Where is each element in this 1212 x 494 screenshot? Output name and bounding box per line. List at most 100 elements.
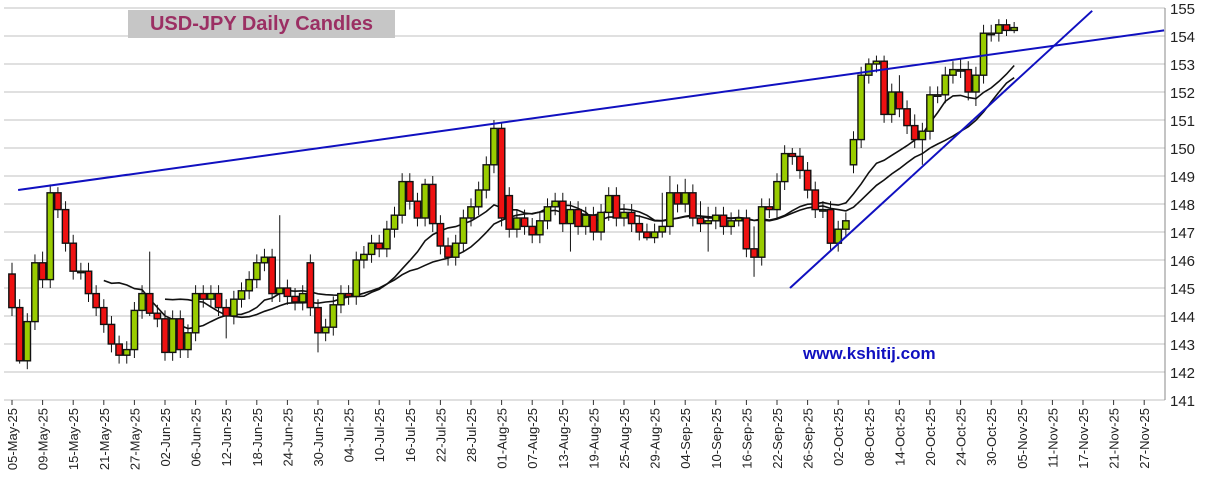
y-tick-label: 155: [1170, 1, 1195, 18]
trendline: [17, 29, 1165, 191]
x-tick-label: 01-Aug-25: [495, 408, 510, 469]
candle-body-down: [643, 231, 651, 239]
y-tick-label: 149: [1170, 169, 1195, 186]
x-tick-label: 04-Sep-25: [678, 408, 693, 469]
y-tick-label: 143: [1170, 337, 1195, 354]
candle-body-up: [321, 326, 330, 334]
x-tick-label: 25-Aug-25: [617, 408, 632, 469]
candle-body-down: [742, 217, 751, 250]
x-tick-label: 30-Jun-25: [311, 408, 326, 467]
candle-body-up: [191, 292, 200, 334]
candle-body-down: [880, 60, 889, 116]
y-tick-label: 141: [1170, 393, 1195, 410]
candle-body-down: [903, 108, 911, 127]
candle-body-down: [99, 306, 108, 326]
trendline: [789, 10, 1093, 289]
candle-body-up: [994, 24, 1003, 34]
candle-body-down: [222, 306, 231, 317]
candle-body-up: [467, 206, 475, 219]
y-axis: 141 142 143 144 145 146 147 148 149 150 151 152 153 1…: [1164, 1, 1195, 410]
x-axis: 05-May-25 09-May-25 15-May-25 21-May-25 27-M…: [5, 400, 1152, 470]
candle-body-up: [1010, 26, 1019, 32]
x-tick-label: 06-Jun-25: [189, 408, 204, 467]
x-tick-label: 12-Jun-25: [219, 408, 234, 467]
candle-body-up: [757, 206, 766, 258]
grid-lines: [4, 7, 1165, 401]
x-tick-label: 24-Jun-25: [280, 408, 295, 467]
candle-body-up: [849, 138, 858, 166]
candle-body-up: [949, 68, 957, 76]
candle-body-up: [597, 211, 605, 233]
candle-body-up: [972, 74, 980, 93]
y-tick-label: 152: [1170, 85, 1195, 102]
candle-body-down: [796, 155, 804, 172]
candle-body-up: [513, 217, 521, 230]
candle-body-down: [405, 180, 414, 202]
candle-body-down: [627, 211, 636, 225]
y-tick-label: 142: [1170, 365, 1195, 382]
candle-body-up: [122, 348, 131, 356]
candle-body-down: [54, 192, 62, 211]
candle-body-down: [436, 222, 445, 247]
candle-body-down: [788, 152, 797, 158]
candle-body-up: [490, 127, 498, 166]
x-tick-label: 09-May-25: [36, 408, 51, 470]
candle-body-down: [1002, 24, 1011, 32]
candle-body-up: [382, 228, 391, 250]
x-tick-label: 22-Jul-25: [433, 408, 448, 462]
candle-body-up: [398, 180, 407, 216]
candle-body-up: [987, 32, 996, 36]
x-tick-label: 24-Oct-25: [954, 408, 969, 466]
x-tick-label: 17-Nov-25: [1076, 408, 1091, 469]
candle-body-up: [566, 208, 575, 225]
candle-body-down: [719, 214, 728, 228]
candle-body-up: [857, 74, 866, 141]
candle-body-up: [604, 194, 613, 214]
candle-body-up: [252, 262, 261, 281]
candle-body-up: [864, 63, 873, 76]
candle-body-up: [681, 192, 690, 205]
x-tick-label: 02-Jun-25: [158, 408, 173, 467]
candle-body-up: [780, 152, 789, 183]
candle-body-down: [15, 306, 24, 362]
x-tick-label: 07-Aug-25: [525, 408, 540, 469]
candle-body-down: [268, 256, 276, 295]
candle-body-up: [887, 91, 896, 116]
candle-body-up: [482, 164, 491, 191]
candle-body-up: [130, 309, 139, 351]
candle-body-up: [535, 220, 544, 236]
candle-body-down: [84, 270, 93, 295]
x-tick-label: 10-Jul-25: [372, 408, 387, 462]
candle-body-up: [206, 292, 215, 300]
candle-body-down: [765, 206, 774, 211]
candle-body-up: [275, 287, 284, 295]
candle-body-up: [46, 192, 55, 281]
candle-body-up: [260, 256, 269, 264]
candle-body-up: [956, 68, 965, 72]
candle-body-up: [229, 298, 238, 317]
candle-body-up: [184, 332, 192, 351]
candle-body-down: [107, 323, 116, 345]
watermark: www.kshitij.com: [803, 344, 936, 363]
candle-body-down: [673, 192, 682, 205]
candle-body-up: [734, 217, 743, 222]
candle-body-down: [413, 200, 422, 219]
candle-body-up: [245, 278, 254, 292]
candle-body-up: [918, 130, 927, 141]
candle-body-down: [291, 295, 299, 303]
candle-body-down: [964, 68, 973, 93]
candle-body-down: [428, 183, 437, 225]
candle-body-down: [895, 91, 904, 110]
y-tick-label: 148: [1170, 197, 1195, 214]
candle-body-up: [367, 242, 376, 256]
moving-average-line: [103, 64, 1015, 330]
x-tick-label: 29-Aug-25: [648, 408, 663, 469]
y-tick-label: 144: [1170, 309, 1195, 326]
candle-body-up: [773, 180, 781, 211]
candle-body-up: [727, 220, 736, 228]
candle-body-up: [23, 320, 32, 362]
candle-body-up: [543, 206, 552, 222]
candle-body-up: [819, 208, 827, 212]
candle-body-down: [826, 208, 835, 244]
